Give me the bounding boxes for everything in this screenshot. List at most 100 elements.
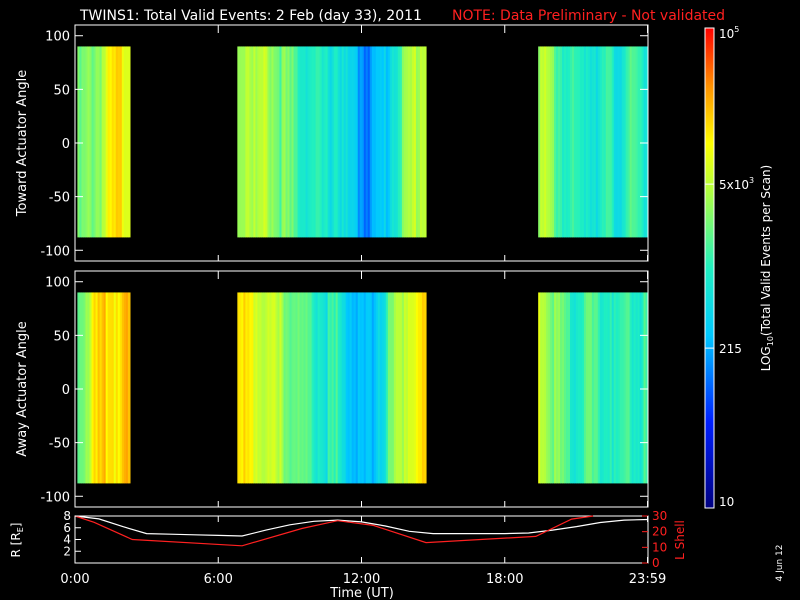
panel1-cell xyxy=(279,46,283,238)
panel1-cell xyxy=(611,46,615,238)
panel2-cell xyxy=(269,292,273,484)
panel1-cell xyxy=(585,46,589,238)
panel1-cell xyxy=(373,46,377,238)
x-tick-label: 23:59 xyxy=(629,572,666,587)
panel2-cell xyxy=(548,292,551,484)
panel1-cell xyxy=(331,46,335,238)
panel2-cell xyxy=(552,292,555,484)
preliminary-note: NOTE: Data Preliminary - Not validated xyxy=(452,8,725,24)
colorbar-tick-label: 10 xyxy=(719,495,734,509)
panel1-cell xyxy=(587,46,591,238)
panel2-cell xyxy=(423,292,427,484)
panel2-cell xyxy=(560,292,563,484)
panel1-cell xyxy=(249,46,252,238)
panel1-cell xyxy=(245,46,248,238)
panel1-cell xyxy=(277,46,281,238)
panel2-cell xyxy=(79,292,83,484)
panel2-cell xyxy=(87,292,91,484)
panel2-cell xyxy=(341,292,345,484)
panel2-cell xyxy=(257,292,261,484)
panel2-cell xyxy=(263,292,267,484)
panel2-cell xyxy=(538,292,541,484)
panel2-cell xyxy=(335,292,339,484)
panel3-right-label: L Shell xyxy=(673,520,687,560)
panel1-cell xyxy=(403,46,407,238)
panel1-cell xyxy=(113,46,117,238)
panel1-cell xyxy=(546,46,549,238)
panel1-cell xyxy=(107,46,111,238)
panel1-cell xyxy=(347,46,351,238)
panel2-cell xyxy=(285,292,289,484)
panel1-cell xyxy=(554,46,557,238)
panel2-cell xyxy=(247,292,250,484)
panel1-cell xyxy=(621,46,625,238)
panel1-cell xyxy=(89,46,93,238)
panel2-cell xyxy=(275,292,279,484)
panel2-cell xyxy=(399,292,403,484)
panel1-cell xyxy=(613,46,617,238)
colorbar-tick-label: 105 xyxy=(719,25,739,41)
panel2-cell xyxy=(544,292,547,484)
panel1-cell xyxy=(645,46,649,238)
away-angle-panel: 100 50 0 -50 -100 Away Actuator Angle xyxy=(15,270,649,508)
colorbar-tick-label: 215 xyxy=(719,342,742,356)
x-tick-label: 6:00 xyxy=(204,572,233,587)
panel2-y-label: Away Actuator Angle xyxy=(15,321,30,456)
panel2-cell xyxy=(97,292,101,484)
panel1-cell xyxy=(423,46,427,238)
panel2-cell xyxy=(397,292,401,484)
panel2-cell xyxy=(253,292,257,484)
panel1-cell xyxy=(591,46,595,238)
panel1-cell xyxy=(415,46,419,238)
panel1-cell xyxy=(577,46,581,238)
left-tick-label: 4 xyxy=(63,533,71,547)
panel2-cell xyxy=(611,292,615,484)
panel2-cell xyxy=(419,292,423,484)
panel1-cell xyxy=(91,46,95,238)
x-axis-label: Time (UT) xyxy=(329,586,394,600)
panel2-cell xyxy=(295,292,299,484)
panel1-y-label: Toward Actuator Angle xyxy=(15,70,30,217)
panel2-cell xyxy=(623,292,627,484)
panel2-cell xyxy=(297,292,301,484)
panel2-cell xyxy=(115,292,119,484)
panel1-cell xyxy=(85,46,89,238)
panel2-cell xyxy=(625,292,629,484)
panel2-cell xyxy=(542,292,545,484)
panel1-cell xyxy=(595,46,599,238)
panel2-cell xyxy=(558,292,561,484)
panel2-cell xyxy=(251,292,255,484)
panel2-cell xyxy=(564,292,567,484)
panel1-cell xyxy=(309,46,313,238)
toward-angle-panel: 100 50 0 -50 -100 Toward Actuator Angle xyxy=(15,24,649,262)
panel2-cell xyxy=(359,292,363,484)
panel1-cell xyxy=(607,46,611,238)
panel1-cell xyxy=(275,46,279,238)
panel1-cell xyxy=(579,46,583,238)
panel2-cell xyxy=(575,292,579,484)
panel1-cell xyxy=(383,46,387,238)
panel1-cell xyxy=(583,46,587,238)
panel2-cell xyxy=(255,292,259,484)
panel2-cell xyxy=(113,292,117,484)
panel1-cell xyxy=(601,46,605,238)
panel2-cell xyxy=(279,292,283,484)
panel2-cell xyxy=(415,292,419,484)
panel2-y-tick-label: 100 xyxy=(45,276,70,291)
panel1-cell xyxy=(560,46,563,238)
panel1-cell xyxy=(562,46,565,238)
panel1-cell xyxy=(253,46,257,238)
panel2-cell xyxy=(631,292,635,484)
panel1-cell xyxy=(329,46,333,238)
panel2-cell xyxy=(307,292,311,484)
panel2-cell xyxy=(627,292,631,484)
panel2-cell xyxy=(355,292,359,484)
panel1-cell xyxy=(311,46,315,238)
right-tick-label: 0 xyxy=(652,556,660,570)
panel1-cell xyxy=(633,46,637,238)
panel2-cell xyxy=(583,292,587,484)
panel1-cell xyxy=(556,46,559,238)
panel2-cell xyxy=(403,292,407,484)
panel1-cell xyxy=(317,46,321,238)
